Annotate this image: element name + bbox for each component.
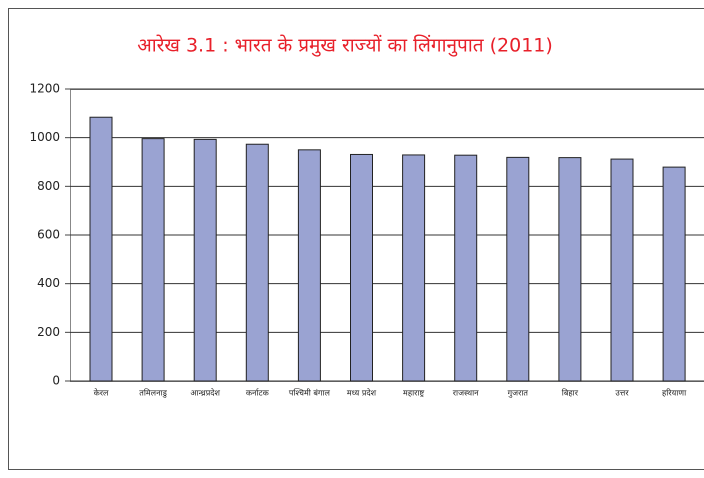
bar <box>402 154 426 382</box>
x-tick-label: कर्नाटक <box>246 388 270 398</box>
bar <box>141 138 165 382</box>
y-tick-label: 800 <box>37 179 60 193</box>
x-tick-label: तमिलनाडु <box>139 388 167 399</box>
x-tick-label: केरल <box>94 388 109 398</box>
x-tick-label: महाराष्ट्र <box>403 389 425 398</box>
bar <box>297 149 321 382</box>
x-tick-label: उत्तर <box>615 389 629 398</box>
bar <box>454 154 478 382</box>
y-tick-label: 600 <box>37 228 60 242</box>
x-tick-label: राजस्थान <box>453 389 479 398</box>
bar <box>610 158 634 382</box>
bar <box>89 116 113 382</box>
bar <box>558 157 582 382</box>
bar <box>350 153 373 382</box>
x-tick-label: पश्चिमी बंगाल <box>289 388 331 398</box>
y-tick-label: 1000 <box>29 130 60 144</box>
x-tick-label: आन्ध्रप्रदेश <box>190 388 220 398</box>
chart-title: आरेख 3.1 : भारत के प्रमुख राज्यों का लिं… <box>137 34 553 58</box>
x-tick-label: हरियाणा <box>662 388 687 398</box>
y-tick-label: 200 <box>37 325 60 339</box>
bar <box>193 138 217 382</box>
y-tick-label: 0 <box>52 374 60 388</box>
bar <box>506 156 530 382</box>
y-tick-label: 1200 <box>29 82 60 96</box>
x-tick-label: गुजरात <box>508 389 529 399</box>
y-tick-label: 400 <box>37 276 60 290</box>
bar <box>245 143 269 382</box>
x-tick-label: मध्य प्रदेश <box>347 388 377 398</box>
x-tick-label: बिहार <box>562 388 579 398</box>
bar <box>662 166 686 382</box>
